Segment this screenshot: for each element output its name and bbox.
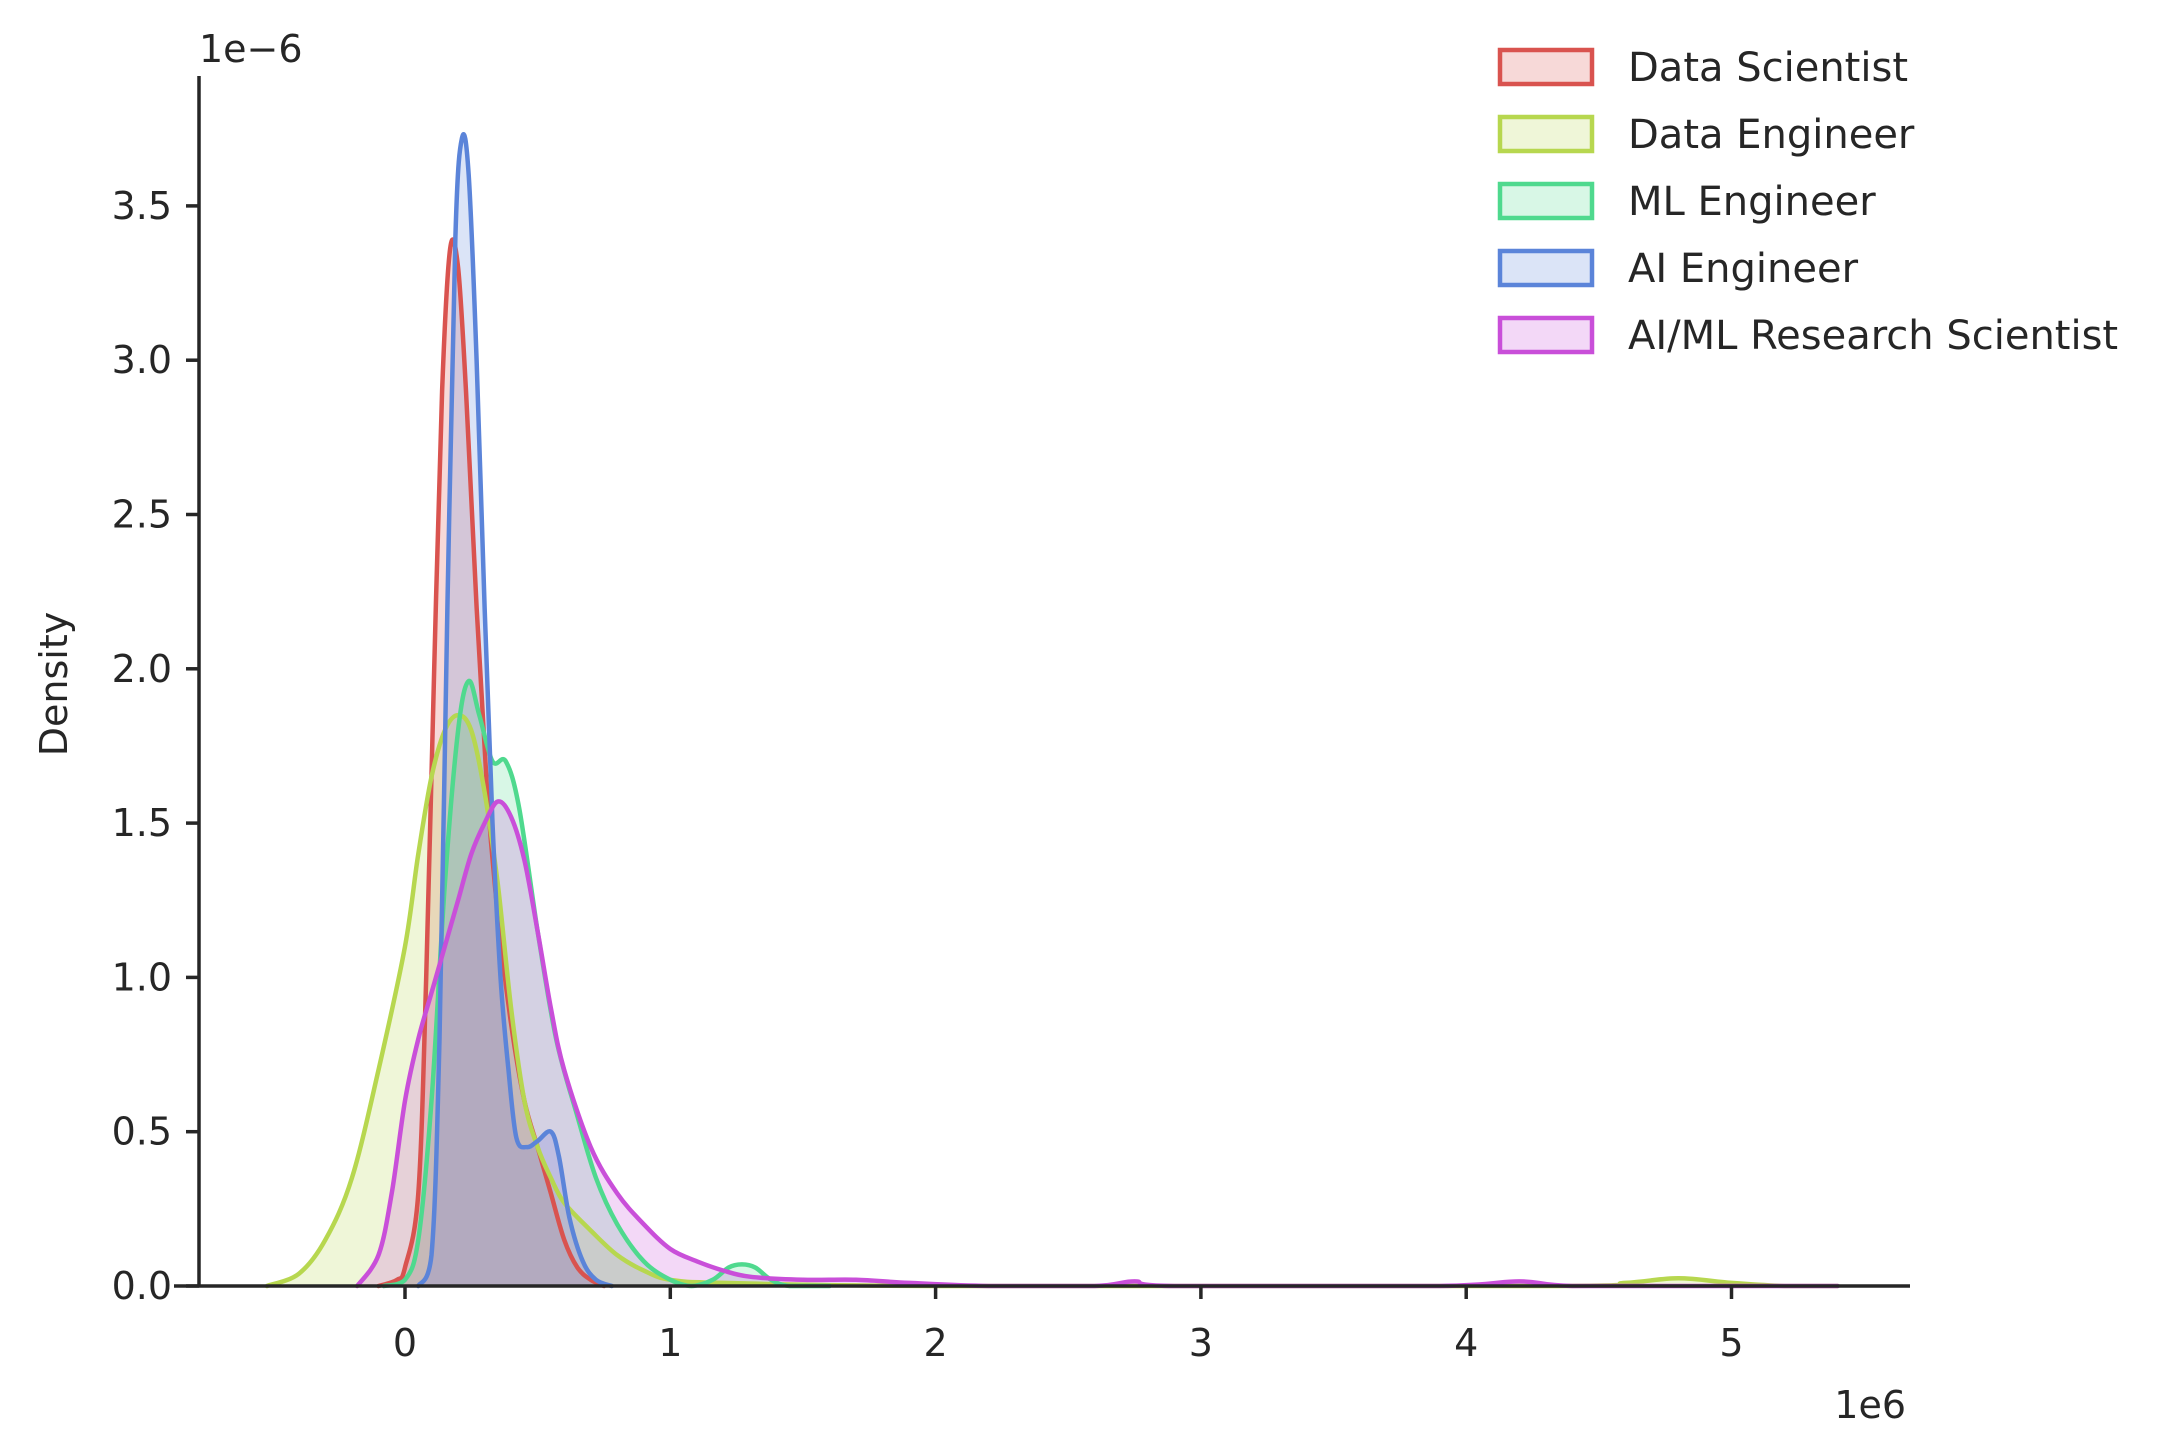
density-area-ai-ml-research-scientist [357, 801, 1838, 1286]
y-tick-label: 3.0 [112, 338, 172, 382]
density-area-ml-engineer [383, 680, 830, 1286]
legend-label-data-engineer: Data Engineer [1628, 112, 1915, 158]
legend-label-ai-engineer: AI Engineer [1628, 246, 1859, 292]
y-tick-label: 3.5 [112, 184, 172, 228]
x-tick-label: 1 [658, 1321, 682, 1365]
x-tick-label: 4 [1454, 1321, 1478, 1365]
x-ticks: 0 1 2 3 4 5 [393, 1286, 1744, 1365]
y-tick-label: 2.0 [112, 647, 172, 691]
y-axis-label: Density [32, 612, 76, 756]
x-tick-label: 0 [393, 1321, 417, 1365]
x-tick-label: 5 [1719, 1321, 1743, 1365]
legend-swatch-ai-ml-research-scientist [1497, 315, 1595, 355]
density-fill-layer [267, 134, 1838, 1286]
y-tick-label: 1.0 [112, 955, 172, 999]
axes [174, 76, 1910, 1288]
legend-swatch-data-engineer [1497, 114, 1595, 154]
legend-swatch-ai-engineer [1497, 248, 1595, 288]
y-offset-label: 1e−6 [199, 27, 303, 71]
y-tick-label: 0.0 [112, 1264, 172, 1308]
y-ticks: 0.0 0.5 1.0 1.5 2.0 2.5 3.0 3.5 [112, 184, 199, 1308]
legend-swatch-data-scientist [1497, 47, 1595, 87]
x-tick-label: 3 [1189, 1321, 1213, 1365]
y-tick-label: 0.5 [112, 1110, 172, 1154]
x-tick-label: 2 [924, 1321, 948, 1365]
density-line-data-scientist [376, 237, 607, 1289]
legend: Data Scientist Data Engineer ML Engineer AI… [1497, 45, 2118, 359]
density-area-data-engineer [267, 715, 1838, 1286]
legend-label-ai-ml-research-scientist: AI/ML Research Scientist [1628, 313, 2118, 359]
y-tick-label: 2.5 [112, 493, 172, 537]
legend-label-data-scientist: Data Scientist [1628, 45, 1908, 91]
legend-swatch-ml-engineer [1497, 181, 1595, 221]
y-tick-label: 1.5 [112, 801, 172, 845]
x-offset-label: 1e6 [1834, 1383, 1906, 1427]
density-line-ai-engineer [416, 131, 615, 1289]
legend-label-ml-engineer: ML Engineer [1628, 179, 1876, 225]
